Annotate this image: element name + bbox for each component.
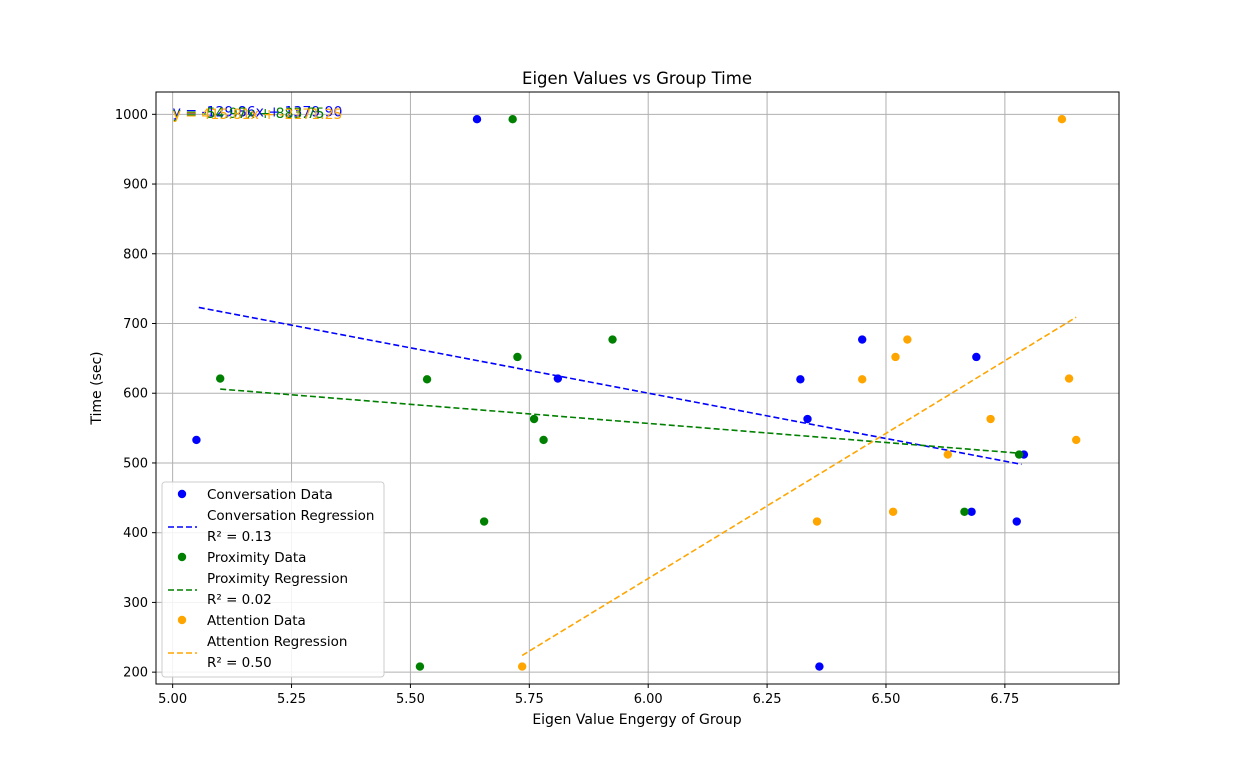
data-point: [803, 414, 812, 424]
regression-equation: y = -54.97x + 883.75: [173, 106, 325, 122]
y-tick-label: 300: [123, 596, 148, 611]
legend-label: Proximity Regression: [207, 571, 348, 587]
data-point: [1014, 450, 1024, 459]
x-tick-label: 5.50: [396, 692, 425, 707]
y-axis-label: Time (sec): [89, 351, 105, 425]
equation-annotations: y = -129.86x + 1379.90y = -54.97x + 883.…: [173, 104, 343, 123]
regression-line: [198, 306, 1022, 466]
data-point: [796, 375, 805, 384]
data-point: [422, 375, 432, 384]
data-point: [858, 335, 867, 344]
regression-line: [521, 316, 1077, 657]
legend-label: Attention Data: [207, 613, 306, 629]
data-point: [472, 114, 482, 124]
data-point: [1057, 114, 1067, 124]
data-point: [508, 114, 517, 124]
x-tick-label: 5.00: [158, 692, 187, 707]
data-point: [529, 414, 539, 424]
legend-label: Conversation Regression: [207, 508, 374, 524]
data-point: [903, 335, 912, 344]
data-point: [608, 335, 617, 344]
data-point: [539, 435, 548, 445]
y-tick-label: 800: [123, 247, 148, 262]
y-tick-label: 600: [123, 387, 148, 402]
data-point: [517, 662, 527, 671]
data-point: [815, 662, 824, 671]
data-point: [1072, 435, 1081, 445]
data-point: [891, 352, 900, 362]
data-point: [1064, 374, 1074, 383]
data-point: [192, 435, 201, 445]
data-point: [513, 352, 522, 362]
x-tick-label: 6.50: [872, 692, 901, 707]
y-tick-label: 900: [123, 178, 148, 193]
legend-marker: [177, 552, 187, 562]
legend-r2: R² = 0.13: [207, 529, 272, 545]
y-tick-label: 1000: [115, 108, 148, 123]
y-tick-label: 500: [123, 456, 148, 471]
legend-box: [161, 481, 385, 678]
data-point: [812, 517, 822, 526]
chart-title: Eigen Values vs Group Time: [522, 69, 752, 88]
y-tick-label: 400: [123, 526, 148, 541]
plot-frame: [155, 91, 1120, 685]
data-point: [553, 374, 563, 383]
regression-equation: y = -129.86x + 1379.90: [173, 104, 343, 120]
data-point: [967, 507, 976, 516]
legend-label: Attention Regression: [207, 634, 347, 650]
x-tick-label: 5.75: [515, 692, 544, 707]
legend-marker: [177, 615, 187, 625]
legend-label: Conversation Data: [207, 487, 333, 503]
data-point: [888, 507, 898, 516]
axis-ticks: 5.00 5.25 5.50 5.75 6.00 6.25 6.50 6.75 200 300 40…: [115, 108, 1019, 707]
x-tick-label: 6.75: [990, 692, 1019, 707]
data-point: [972, 352, 981, 362]
data-point: [415, 662, 425, 671]
data-point: [479, 517, 489, 526]
data-point: [943, 450, 952, 459]
legend: Conversation Data Conversation Regression…: [161, 481, 385, 678]
data-point: [858, 375, 867, 384]
y-tick-label: 700: [123, 317, 148, 332]
data-points: [192, 114, 1081, 671]
x-tick-label: 6.00: [634, 692, 663, 707]
data-point: [1012, 517, 1021, 526]
legend-r2: R² = 0.02: [207, 592, 272, 608]
x-tick-label: 6.25: [753, 692, 782, 707]
data-point: [216, 374, 225, 383]
legend-r2: R² = 0.50: [207, 655, 272, 671]
x-tick-label: 5.25: [277, 692, 306, 707]
data-point: [986, 414, 995, 424]
regression-line: [220, 388, 1020, 454]
regression-lines: [198, 306, 1077, 657]
regression-equation: y = 415.81x + -2171.25: [173, 107, 343, 123]
legend-marker: [177, 489, 187, 499]
data-point: [960, 507, 969, 516]
y-tick-label: 200: [123, 666, 148, 681]
legend-label: Proximity Data: [207, 550, 306, 566]
x-axis-label: Eigen Value Engergy of Group: [532, 712, 741, 728]
